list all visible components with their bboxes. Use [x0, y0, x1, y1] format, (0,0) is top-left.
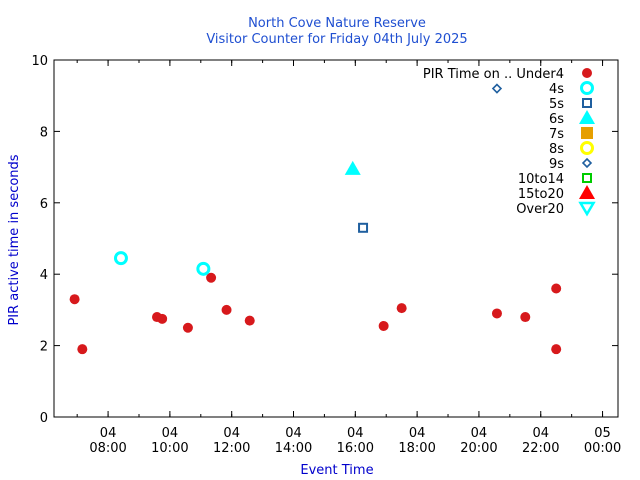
- x-tick-label-time: 08:00: [89, 441, 126, 456]
- legend-marker: [580, 141, 594, 155]
- data-point: [378, 320, 389, 331]
- data-point: [77, 344, 88, 355]
- data-point: [196, 261, 211, 276]
- y-tick-label: 2: [40, 340, 48, 355]
- x-tick-label-time: 20:00: [460, 441, 497, 456]
- x-tick-label-time: 12:00: [213, 441, 250, 456]
- data-point: [221, 304, 232, 315]
- x-tick-label-time: 14:00: [275, 441, 312, 456]
- y-tick-label: 6: [40, 197, 48, 212]
- legend-marker: [581, 157, 593, 169]
- data-point: [551, 283, 562, 294]
- data-point: [344, 160, 361, 175]
- data-point: [491, 308, 502, 319]
- x-tick-label-day: 04: [347, 426, 364, 441]
- legend-label: PIR Time on .. Under4: [423, 67, 564, 82]
- x-tick-label-day: 04: [285, 426, 302, 441]
- legend-label: 7s: [549, 127, 564, 142]
- x-tick-label-day: 04: [100, 426, 117, 441]
- legend-marker: [581, 127, 593, 139]
- x-tick-label-time: 00:00: [584, 441, 621, 456]
- legend-label: 9s: [549, 157, 564, 172]
- data-point: [157, 313, 168, 324]
- legend-label: 4s: [549, 82, 564, 97]
- axes: 02468100408:000410:000412:000414:000416:…: [31, 54, 621, 456]
- legend-marker: [582, 68, 592, 78]
- legend: PIR Time on .. Under44s5s6s7s8s9s10to141…: [423, 67, 596, 217]
- chart-title: North Cove Nature Reserve: [248, 16, 426, 31]
- x-tick-label-day: 04: [162, 426, 179, 441]
- y-tick-label: 4: [40, 268, 48, 283]
- legend-label: 6s: [549, 112, 564, 127]
- data-point: [113, 251, 128, 266]
- x-tick-label-time: 16:00: [337, 441, 374, 456]
- chart-subtitle: Visitor Counter for Friday 04th July 202…: [206, 32, 467, 47]
- x-tick-label-day: 04: [409, 426, 426, 441]
- legend-label: Over20: [516, 202, 564, 217]
- legend-label: 10to14: [518, 172, 564, 187]
- data-point: [69, 294, 80, 305]
- data-point: [358, 222, 369, 233]
- y-tick-label: 0: [40, 411, 48, 426]
- legend-label: 15to20: [518, 187, 564, 202]
- x-tick-label-time: 18:00: [398, 441, 435, 456]
- legend-marker: [579, 185, 595, 199]
- y-tick-label: 10: [31, 54, 48, 69]
- y-tick-label: 8: [40, 125, 48, 140]
- plot-border: [53, 59, 619, 418]
- legend-marker: [582, 173, 592, 183]
- legend-label: 5s: [549, 97, 564, 112]
- data-point: [244, 315, 255, 326]
- x-tick-label-time: 10:00: [151, 441, 188, 456]
- data-point: [182, 322, 193, 333]
- x-tick-label-day: 05: [594, 426, 611, 441]
- data-point: [491, 83, 503, 94]
- x-tick-label-day: 04: [471, 426, 488, 441]
- x-axis-label: Event Time: [300, 463, 373, 478]
- x-tick-label-day: 04: [223, 426, 240, 441]
- x-tick-label-day: 04: [532, 426, 549, 441]
- legend-label: 8s: [549, 142, 564, 157]
- legend-marker: [580, 81, 594, 95]
- data-point: [520, 312, 531, 323]
- legend-marker: [578, 201, 596, 217]
- data-point: [206, 272, 217, 283]
- legend-marker: [579, 110, 595, 124]
- data-points: [69, 83, 562, 355]
- x-tick-label-time: 22:00: [522, 441, 559, 456]
- data-point: [551, 344, 562, 355]
- data-point: [396, 303, 407, 314]
- y-axis-label: PIR active time in seconds: [7, 154, 22, 325]
- legend-marker: [582, 98, 592, 108]
